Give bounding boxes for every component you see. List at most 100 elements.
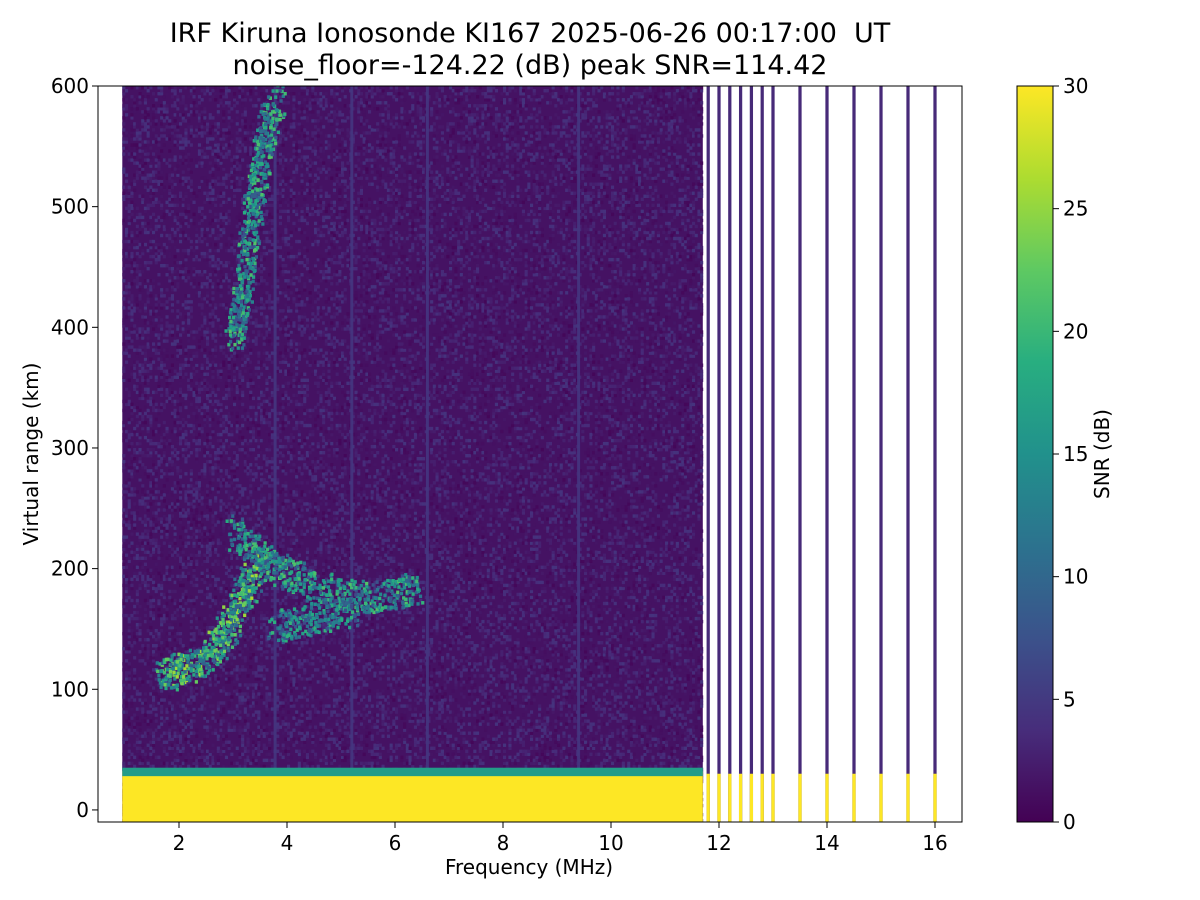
echo-cell — [263, 199, 268, 203]
echo-cell — [240, 523, 244, 528]
echo-cell — [257, 563, 261, 567]
echo-cell — [271, 554, 276, 558]
echo-cell — [272, 567, 276, 572]
echo-cell — [254, 534, 258, 538]
echo-cell — [175, 683, 180, 687]
echo-cell — [178, 664, 182, 668]
echo-cell — [271, 559, 275, 564]
echo-cell — [237, 311, 241, 315]
echo-cell — [238, 327, 243, 332]
echo-cell — [389, 605, 393, 610]
echo-cell — [257, 115, 261, 119]
echo-cell — [253, 167, 257, 172]
echo-cell — [250, 574, 254, 579]
echo-cell — [247, 257, 251, 262]
echo-cell — [295, 628, 299, 632]
echo-cell — [237, 263, 241, 268]
echo-cell — [194, 680, 198, 684]
echo-cell — [360, 589, 364, 594]
echo-cell — [397, 585, 401, 589]
echo-cell — [251, 245, 255, 250]
echo-cell — [220, 611, 225, 616]
discrete-frequency-column — [906, 86, 910, 822]
echo-cell — [242, 343, 246, 347]
echo-cell — [393, 584, 397, 589]
echo-cell — [262, 129, 266, 133]
echo-cell — [249, 553, 253, 558]
echo-cell — [186, 660, 190, 664]
echo-cell — [400, 587, 404, 592]
echo-cell — [258, 202, 262, 207]
echo-cell — [266, 144, 270, 149]
echo-cell — [195, 661, 199, 666]
echo-cell — [179, 661, 183, 666]
echo-cell — [356, 618, 360, 623]
echo-cell — [265, 559, 270, 563]
echo-cell — [232, 523, 237, 527]
echo-cell — [380, 584, 384, 589]
echo-cell — [241, 321, 245, 325]
echo-cell — [392, 593, 396, 598]
echo-cell — [260, 162, 264, 166]
echo-cell — [327, 617, 331, 622]
x-tick-label: 4 — [281, 831, 294, 855]
echo-cell — [227, 327, 231, 331]
colorbar-tick-label: 0 — [1063, 810, 1076, 834]
echo-cell — [232, 286, 236, 291]
echo-cell — [334, 612, 338, 616]
echo-cell — [235, 640, 240, 644]
x-tick-label: 2 — [173, 831, 186, 855]
echo-cell — [345, 619, 350, 624]
echo-cell — [302, 561, 307, 565]
echo-cell — [281, 638, 286, 643]
echo-cell — [246, 311, 250, 316]
y-tick-label: 400 — [51, 315, 89, 339]
echo-cell — [225, 630, 229, 634]
echo-cell — [341, 593, 345, 597]
echo-cell — [266, 570, 270, 575]
echo-cell — [264, 131, 269, 136]
echo-cell — [236, 295, 240, 300]
echo-cell — [272, 110, 277, 114]
echo-cell — [273, 583, 277, 588]
echo-cell — [254, 203, 258, 208]
echo-cell — [222, 625, 226, 629]
echo-cell — [214, 637, 218, 641]
echo-cell — [253, 559, 257, 564]
echo-cell — [352, 598, 356, 602]
echo-cell — [221, 643, 225, 647]
x-tick-label: 6 — [389, 831, 402, 855]
echo-cell — [222, 653, 226, 657]
echo-cell — [298, 623, 303, 628]
echo-cell — [270, 152, 274, 157]
echo-cell — [268, 140, 272, 144]
echo-cell — [251, 275, 256, 279]
echo-cell — [408, 597, 412, 601]
echo-cell — [235, 291, 239, 296]
echo-cell — [280, 610, 284, 615]
echo-cell — [323, 580, 327, 585]
echo-cell — [203, 649, 207, 653]
echo-cell — [280, 584, 284, 589]
echo-cell — [156, 669, 160, 674]
echo-cell — [262, 154, 266, 158]
echo-cell — [256, 157, 261, 162]
echo-cell — [240, 292, 244, 296]
echo-cell — [366, 604, 370, 609]
echo-cell — [338, 590, 342, 594]
echo-cell — [251, 238, 255, 242]
echo-cell — [290, 570, 294, 574]
echo-cell — [380, 606, 385, 610]
echo-cell — [226, 646, 230, 650]
echo-cell — [218, 656, 222, 661]
echo-cell — [232, 290, 236, 295]
echo-cell — [253, 264, 257, 269]
echo-cell — [247, 204, 252, 208]
echo-cell — [251, 541, 255, 545]
echo-cell — [168, 678, 172, 682]
echo-cell — [256, 128, 260, 133]
echo-cell — [244, 269, 248, 273]
echo-cell — [232, 537, 237, 542]
echo-cell — [258, 165, 263, 170]
